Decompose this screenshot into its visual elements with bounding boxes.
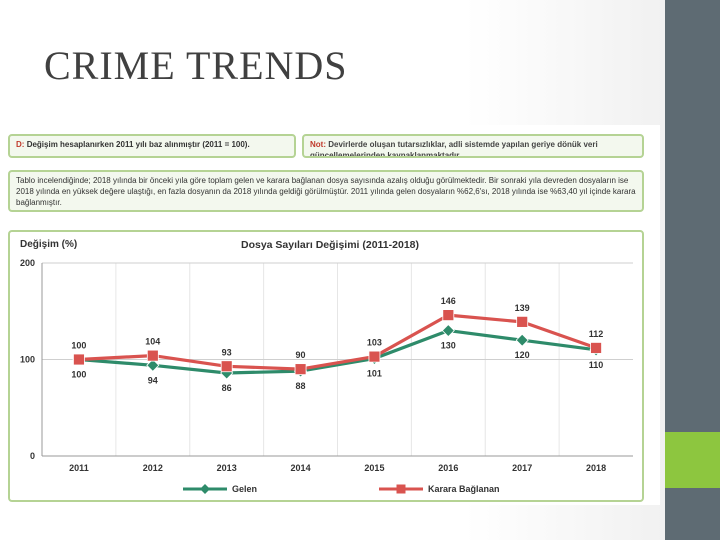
legend-label: Gelen — [232, 484, 257, 494]
data-label-karara-baglanan: 112 — [589, 329, 604, 339]
data-label-karara-baglanan: 90 — [296, 350, 306, 360]
data-label-gelen: 88 — [296, 381, 306, 391]
data-label-karara-baglanan: 103 — [367, 338, 382, 348]
data-label-karara-baglanan: 104 — [145, 337, 160, 347]
data-label-gelen: 130 — [441, 341, 456, 351]
point-karara-baglanan — [442, 309, 455, 322]
point-karara-baglanan — [590, 342, 602, 354]
data-label-gelen: 100 — [71, 370, 86, 380]
point-karara-baglanan — [220, 360, 233, 373]
data-label-gelen: 110 — [589, 360, 604, 370]
point-karara-baglanan — [368, 350, 381, 363]
data-note-prefix: Not: — [310, 140, 326, 149]
x-tick-label: 2018 — [586, 463, 606, 473]
series-line-karara-baglanan — [78, 313, 597, 371]
data-note-text: Devirlerde oluşan tutarsızlıklar, adli s… — [310, 140, 598, 158]
data-label-karara-baglanan: 93 — [222, 347, 232, 357]
slide-title: CRIME TRENDS — [44, 43, 348, 88]
x-tick-label: 2016 — [438, 463, 458, 473]
x-tick-label: 2011 — [69, 463, 89, 473]
data-label-gelen: 86 — [222, 383, 232, 393]
chart-figure: D: Değişim hesaplanırken 2011 yılı baz a… — [0, 125, 660, 505]
chart-title: Dosya Sayıları Değişimi (2011-2018) — [240, 239, 420, 251]
y-tick-label: 100 — [20, 355, 35, 365]
y-tick-label: 200 — [20, 258, 35, 268]
x-tick-label: 2014 — [291, 463, 311, 473]
description-text: Tablo incelendiğinde; 2018 yılında bir ö… — [16, 176, 636, 207]
data-label-karara-baglanan: 139 — [515, 303, 530, 313]
data-note: Not: Devirlerde oluşan tutarsızlıklar, a… — [302, 134, 644, 158]
baseline-note-prefix: D: — [16, 140, 25, 149]
y-tick-label: 0 — [30, 451, 35, 461]
data-label-gelen: 101 — [367, 369, 382, 379]
series-line-gelen — [78, 329, 597, 375]
x-tick-label: 2013 — [217, 463, 237, 473]
point-gelen — [146, 358, 160, 372]
sidebar-accent-block — [665, 432, 720, 488]
point-karara-baglanan — [294, 363, 307, 376]
data-label-karara-baglanan: 100 — [71, 341, 86, 351]
legend-marker-gelen — [200, 484, 210, 494]
data-label-gelen: 120 — [515, 350, 530, 360]
x-tick-label: 2017 — [512, 463, 532, 473]
point-gelen — [515, 333, 529, 347]
baseline-note-text: Değişim hesaplanırken 2011 yılı baz alın… — [26, 140, 250, 149]
legend-label: Karara Bağlanan — [428, 484, 500, 494]
point-karara-baglanan — [146, 349, 159, 362]
data-label-karara-baglanan: 146 — [441, 296, 456, 306]
description-box: Tablo incelendiğinde; 2018 yılında bir ö… — [8, 170, 644, 212]
data-label-gelen: 94 — [148, 375, 158, 385]
point-karara-baglanan — [516, 315, 529, 328]
line-chart: 0 100 200 2011 2012 2013 2014 2015 2016 2017 2018 1… — [20, 258, 633, 494]
point-gelen — [441, 323, 455, 338]
baseline-note: D: Değişim hesaplanırken 2011 yılı baz a… — [8, 134, 296, 158]
x-tick-label: 2012 — [143, 463, 163, 473]
point-karara-baglanan — [73, 353, 85, 366]
x-tick-label: 2015 — [364, 463, 384, 473]
y-axis-label: Değişim (%) — [20, 239, 78, 250]
legend-marker-karara-baglanan — [396, 484, 406, 494]
